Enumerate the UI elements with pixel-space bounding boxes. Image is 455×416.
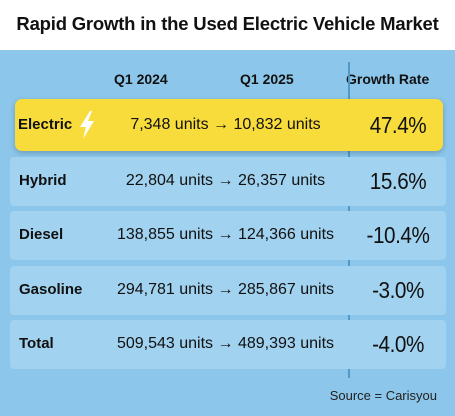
row-growth-rate: -10.4% (366, 222, 430, 248)
source-note: Source = Carisyou (329, 388, 437, 403)
lightning-bolt-icon (80, 111, 94, 139)
row-growth-rate: 15.6% (369, 168, 427, 194)
row-growth-rate: -4.0% (372, 331, 424, 357)
row-label: Gasoline (19, 281, 83, 298)
header-growth-rate: Growth Rate (346, 71, 430, 87)
header-q1-2024: Q1 2024 (114, 71, 168, 87)
table-row-total: Total 509,543 units → 489,393 units -4.0… (10, 320, 446, 369)
table-row-hybrid: Hybrid 22,804 units → 26,357 units 15.6% (10, 157, 446, 206)
table-row-gasoline: Gasoline 294,781 units → 285,867 units -… (10, 266, 446, 315)
row-values: 294,781 units → 285,867 units (116, 281, 335, 298)
row-label: Hybrid (19, 172, 67, 189)
row-values: 7,348 units → 10,832 units (130, 116, 321, 133)
row-label: Diesel (19, 226, 64, 243)
page-title: Rapid Growth in the Used Electric Vehicl… (16, 13, 439, 34)
row-growth-rate: -3.0% (372, 277, 424, 303)
row-label: Electric (18, 116, 73, 133)
row-values: 138,855 units → 124,366 units (116, 226, 335, 243)
title-bar: Rapid Growth in the Used Electric Vehicl… (0, 0, 455, 50)
row-values: 509,543 units → 489,393 units (116, 335, 335, 352)
row-values: 22,804 units → 26,357 units (125, 172, 326, 189)
row-label: Total (19, 335, 54, 352)
table-row-electric: Electric 7,348 units → 10,832 units 47.4… (15, 99, 443, 151)
table-row-diesel: Diesel 138,855 units → 124,366 units -10… (10, 211, 446, 260)
header-q1-2025: Q1 2025 (240, 71, 294, 87)
row-growth-rate: 47.4% (369, 112, 427, 138)
